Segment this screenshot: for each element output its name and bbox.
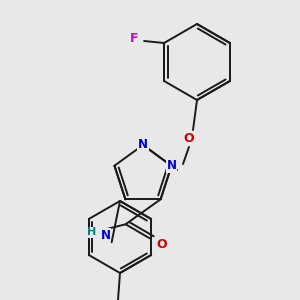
Text: O: O (184, 131, 194, 145)
Text: H: H (87, 227, 96, 237)
Text: N: N (100, 229, 111, 242)
Text: N: N (138, 139, 148, 152)
Text: O: O (156, 238, 167, 251)
Text: F: F (130, 32, 138, 44)
Text: N: N (167, 159, 176, 172)
